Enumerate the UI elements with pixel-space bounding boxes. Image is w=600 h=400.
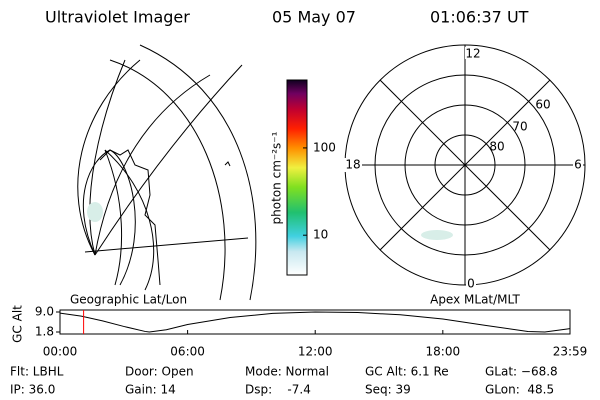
x-tick-label: 12:00 <box>298 345 333 359</box>
mlt-label: 0 <box>467 277 475 291</box>
mlat-label: 70 <box>512 120 527 134</box>
mlat-label: 60 <box>535 98 550 112</box>
y-tick-label: 1.8 <box>35 325 54 339</box>
map-label: Geographic Lat/Lon <box>70 293 187 307</box>
x-tick-label: 18:00 <box>426 345 461 359</box>
x-tick-label: 23:59 <box>553 345 588 359</box>
info-field: GC Alt: 6.1 Re <box>365 365 449 379</box>
info-field: Seq: 39 <box>365 383 411 397</box>
info-field: GLon: 48.5 <box>485 383 554 397</box>
y-tick-label: 9.0 <box>35 305 54 319</box>
polar-label: Apex MLat/MLT <box>430 293 520 307</box>
mlt-label: 12 <box>465 47 480 61</box>
mlt-label: 18 <box>345 158 360 172</box>
info-field: Door: Open <box>125 365 194 379</box>
polar-plot <box>344 44 586 286</box>
info-field: Mode: Normal <box>245 365 329 379</box>
info-field: Flt: LBHL <box>10 365 64 379</box>
x-tick-label: 00:00 <box>43 345 78 359</box>
title: Ultraviolet Imager <box>45 8 190 27</box>
mlat-label: 80 <box>489 140 504 154</box>
geographic-map <box>77 44 257 301</box>
info-field: Gain: 14 <box>125 383 176 397</box>
altitude-line <box>59 311 571 333</box>
info-field: IP: 36.0 <box>10 383 55 397</box>
info-field: Dsp: -7.4 <box>245 383 311 397</box>
y-axis-label: GC Alt <box>11 305 25 343</box>
time: 01:06:37 UT <box>430 8 529 27</box>
colorbar <box>286 79 308 276</box>
info-field: GLat: −68.8 <box>485 365 558 379</box>
date: 05 May 07 <box>272 8 356 27</box>
colorbar-tick-label: 100 <box>313 140 336 154</box>
colorbar-tick-label: 10 <box>313 228 328 242</box>
colorbar-label: photon cm⁻²s⁻¹ <box>270 131 284 224</box>
mlt-label: 6 <box>574 158 582 172</box>
x-tick-label: 06:00 <box>170 345 205 359</box>
